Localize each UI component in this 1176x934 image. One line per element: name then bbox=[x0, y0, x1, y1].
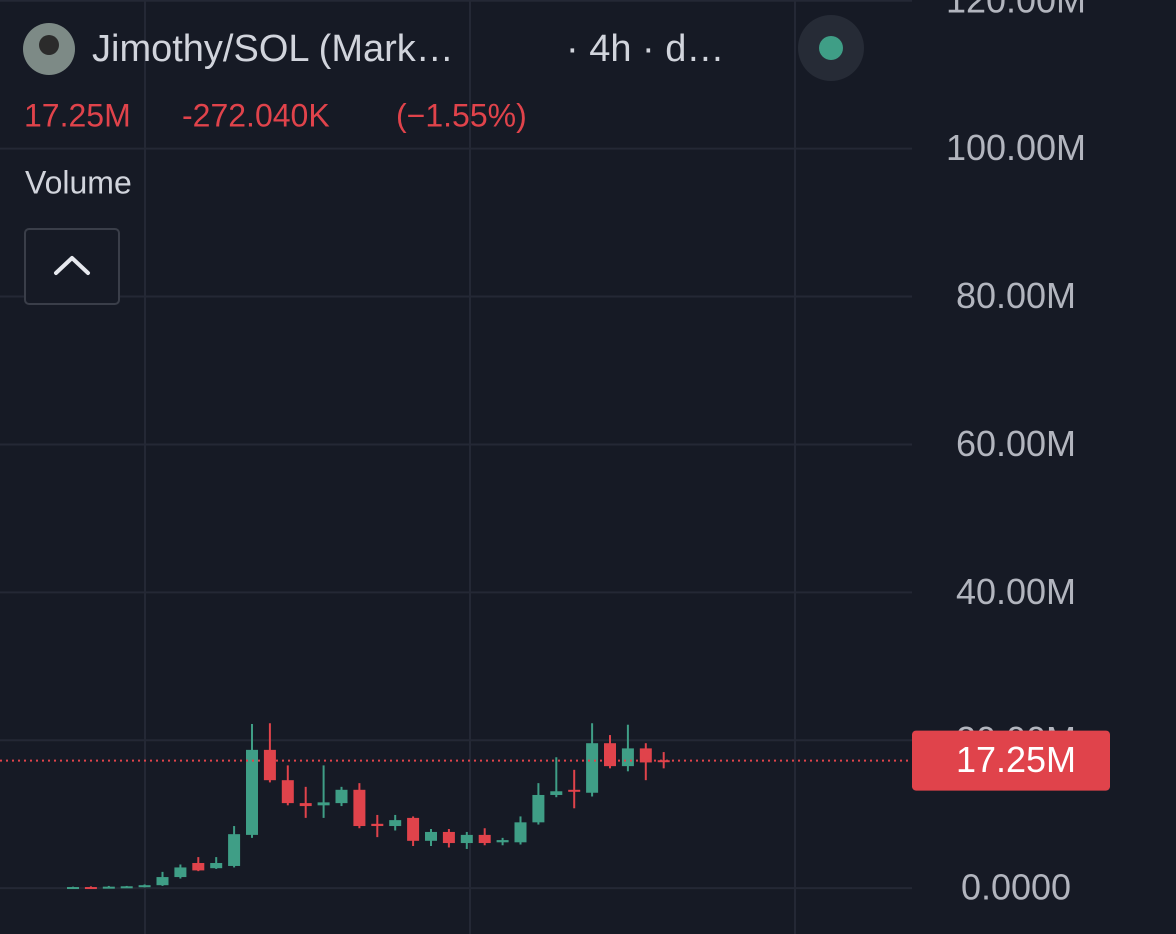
price-label-box bbox=[912, 730, 1110, 791]
price-line-group: 17.25M bbox=[0, 730, 1110, 791]
last-value: 17.25M bbox=[24, 97, 131, 133]
change-percent: (−1.55%) bbox=[396, 97, 527, 133]
change: -272.040K bbox=[182, 97, 330, 133]
collapse-button[interactable] bbox=[24, 228, 120, 305]
time-grid bbox=[144, 0, 796, 934]
candle-body bbox=[657, 760, 670, 763]
candle-body bbox=[389, 820, 402, 827]
candle-body bbox=[496, 840, 509, 843]
chevron-icon bbox=[54, 256, 90, 275]
candle-body bbox=[514, 822, 527, 843]
legend: Jimothy/SOL (Mark… · 4h · d… 17.25M -272… bbox=[23, 15, 864, 305]
grid bbox=[0, 0, 912, 890]
candle-body bbox=[460, 834, 473, 844]
y-tick-label: 60.00M bbox=[956, 423, 1076, 464]
candle-body bbox=[568, 789, 581, 792]
candle-body bbox=[67, 887, 79, 890]
candle-body bbox=[353, 789, 366, 827]
candle-body bbox=[442, 831, 455, 844]
candles bbox=[67, 723, 670, 890]
candle-body bbox=[407, 817, 420, 841]
candle-body bbox=[335, 789, 348, 804]
y-tick-label: 40.00M bbox=[956, 571, 1076, 612]
candle-body bbox=[586, 743, 599, 793]
candle-body bbox=[192, 863, 205, 871]
candle-body bbox=[478, 834, 491, 844]
candle-body bbox=[138, 885, 151, 888]
candle-body bbox=[263, 749, 276, 781]
candle-body bbox=[228, 834, 241, 866]
candle-body bbox=[317, 802, 330, 806]
candle-body bbox=[281, 780, 294, 804]
candle-body bbox=[371, 823, 384, 827]
candle-body bbox=[246, 749, 258, 835]
candle-body bbox=[639, 748, 652, 763]
avatar-figure bbox=[39, 35, 59, 55]
candle-body bbox=[210, 863, 223, 869]
candle-body bbox=[174, 867, 187, 878]
candle-body bbox=[621, 748, 634, 767]
y-tick-label: 80.00M bbox=[956, 275, 1076, 316]
candle-body bbox=[156, 877, 169, 886]
price-label: 17.25M bbox=[956, 739, 1076, 780]
interval: · 4h · d… bbox=[566, 28, 724, 70]
y-tick-label: 120.00M bbox=[946, 0, 1086, 20]
candle-body bbox=[532, 794, 545, 823]
y-tick-label: 0.0000 bbox=[961, 867, 1071, 908]
candle-body bbox=[550, 791, 563, 795]
candle-body bbox=[120, 886, 133, 889]
candle-body bbox=[425, 831, 437, 841]
symbol-title: Jimothy/SOL (Mark… bbox=[92, 28, 454, 70]
candle-body bbox=[84, 887, 97, 890]
candle-body bbox=[299, 803, 312, 807]
candle-body bbox=[604, 743, 616, 767]
indicator-label: Volume bbox=[25, 164, 132, 200]
status-dot bbox=[819, 36, 843, 60]
candle-body bbox=[102, 886, 115, 889]
y-tick-label: 100.00M bbox=[946, 127, 1086, 168]
